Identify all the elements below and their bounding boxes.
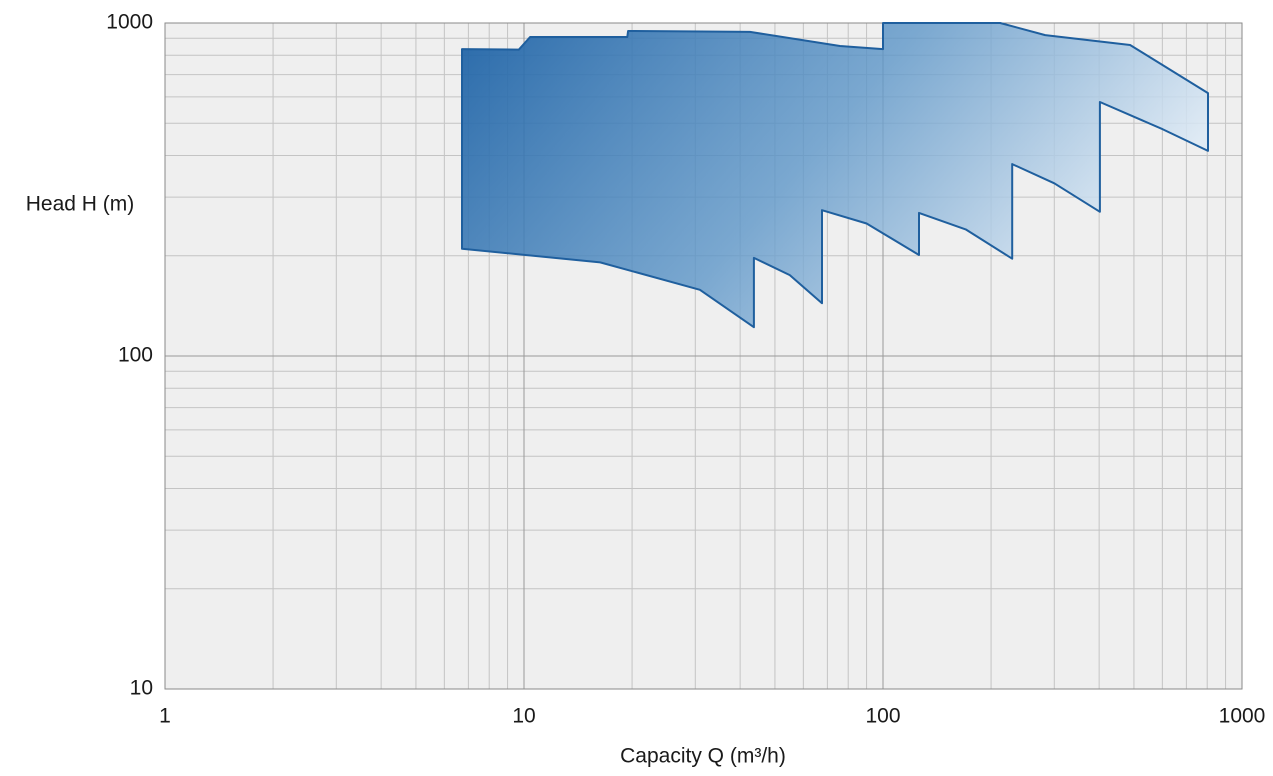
plot-frame [164, 22, 1243, 690]
y-axis-label: Head H (m) [26, 193, 135, 216]
x-tick-label: 10 [512, 705, 535, 728]
x-tick-label: 1 [159, 705, 171, 728]
x-axis-label: Capacity Q (m³/h) [620, 745, 786, 768]
envelope-area [461, 22, 1209, 329]
y-tick-label: 1000 [106, 11, 153, 34]
y-tick-label: 100 [118, 344, 153, 367]
x-tick-label: 1000 [1219, 705, 1266, 728]
x-tick-label: 100 [865, 705, 900, 728]
y-tick-label: 10 [130, 677, 153, 700]
